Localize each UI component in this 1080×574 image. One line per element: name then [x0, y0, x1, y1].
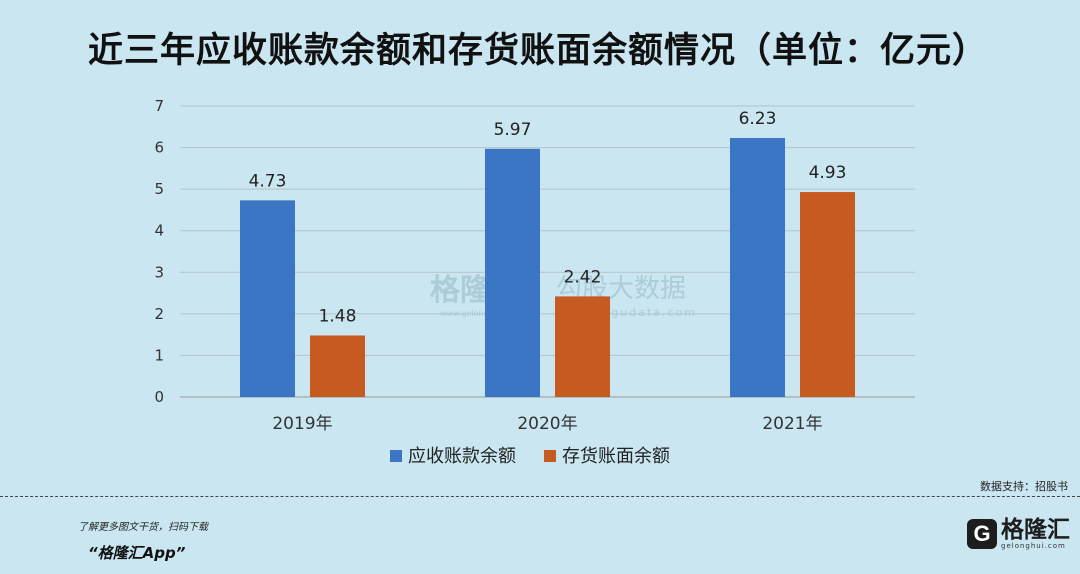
- y-axis-ticks: 0 1 2 3 4 5 6 7: [154, 97, 164, 406]
- source-note: 数据支持：招股书: [980, 480, 1068, 493]
- x-category-label-0: 2019年: [272, 414, 332, 434]
- data-label-1-0: 1.48: [319, 306, 357, 326]
- y-tick-label-6: 6: [154, 139, 164, 157]
- watermark-brand-url: www.gelonghui.com: [440, 309, 521, 318]
- data-label-0-0: 4.73: [249, 171, 287, 191]
- dashed-divider: [0, 496, 1080, 497]
- y-tick-label-7: 7: [154, 97, 164, 115]
- y-tick-label-3: 3: [154, 263, 164, 281]
- bar-0-2: [730, 138, 785, 397]
- grid-lines: [180, 105, 915, 398]
- data-label-0-2: 6.23: [739, 109, 777, 129]
- legend-label-1: 存货账面余额: [562, 446, 670, 467]
- y-tick-label-1: 1: [154, 346, 164, 364]
- bar-1-1: [555, 296, 610, 397]
- x-category-label-1: 2020年: [517, 414, 577, 434]
- data-label-0-1: 5.97: [494, 120, 532, 140]
- y-tick-label-4: 4: [154, 222, 164, 240]
- bars-layer: [240, 138, 855, 397]
- bar-0-1: [485, 148, 540, 397]
- bar-1-0: [310, 335, 365, 397]
- y-tick-label-0: 0: [154, 388, 164, 406]
- brand-logo: G 格隆汇 gelonghui.com: [967, 518, 1070, 550]
- legend: 应收账款余额 存货账面余额: [390, 446, 670, 467]
- legend-swatch-1: [544, 450, 556, 462]
- bar-1-2: [800, 192, 855, 397]
- y-tick-label-5: 5: [154, 180, 164, 198]
- data-label-1-1: 2.42: [564, 267, 602, 287]
- x-axis-categories: 2019年 2020年 2021年: [272, 414, 822, 434]
- data-labels-layer: 4.73 1.48 5.97 2.42 6.23 4.93: [249, 109, 847, 326]
- legend-swatch-0: [390, 450, 402, 462]
- legend-label-0: 应收账款余额: [408, 446, 516, 467]
- promo-line: 了解更多图文干货，扫码下载: [78, 522, 208, 533]
- bar-0-0: [240, 200, 295, 397]
- logo-name: 格隆汇: [1001, 517, 1070, 543]
- logo-g-icon: G: [967, 519, 997, 549]
- y-tick-label-2: 2: [154, 305, 164, 323]
- logo-url: gelonghui.com: [1001, 542, 1066, 550]
- promo-app-name: “格隆汇App”: [88, 544, 186, 562]
- data-label-1-2: 4.93: [809, 163, 847, 183]
- chart-title: 近三年应收账款余额和存货账面余额情况（单位：亿元）: [88, 31, 989, 71]
- x-category-label-2: 2021年: [762, 414, 822, 434]
